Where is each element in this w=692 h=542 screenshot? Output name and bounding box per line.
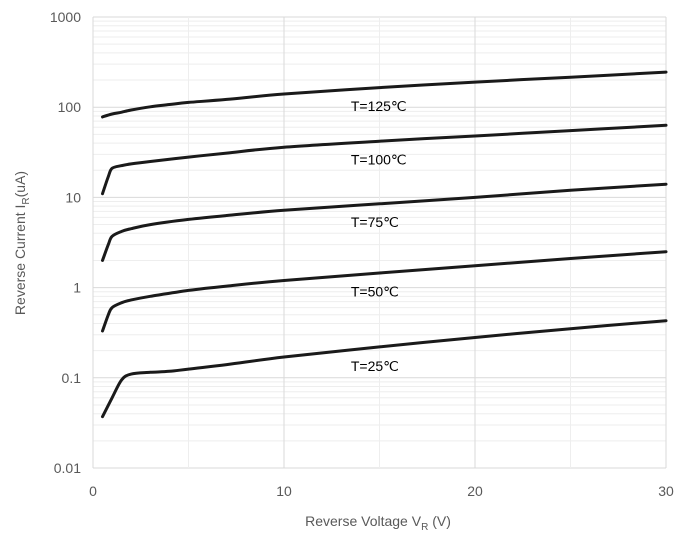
y-tick-label: 100 bbox=[58, 99, 82, 115]
x-tick-label: 10 bbox=[276, 483, 292, 499]
series-label: T=50℃ bbox=[351, 284, 399, 300]
x-tick-label: 30 bbox=[658, 483, 674, 499]
series-line bbox=[101, 250, 668, 333]
x-tick-labels: 0 10 20 30 bbox=[89, 483, 674, 499]
series-line bbox=[101, 123, 668, 196]
y-tick-label: 10 bbox=[65, 189, 81, 205]
x-tick-label: 20 bbox=[467, 483, 483, 499]
y-tick-label: 1 bbox=[73, 280, 81, 296]
grid bbox=[92, 16, 667, 469]
y-tick-label: 0.01 bbox=[54, 460, 81, 476]
series-line bbox=[101, 319, 668, 419]
x-axis-title: Reverse Voltage VR (V) bbox=[305, 513, 451, 533]
series-line bbox=[101, 182, 668, 262]
y-tick-label: 0.1 bbox=[62, 370, 82, 386]
series-line bbox=[101, 70, 668, 119]
series-label: T=25℃ bbox=[351, 358, 399, 374]
series-labels: T=125℃ T=100℃ T=75℃ T=50℃ T=25℃ bbox=[351, 98, 407, 374]
x-tick-label: 0 bbox=[89, 483, 97, 499]
y-tick-label: 1000 bbox=[50, 9, 81, 25]
series-label: T=75℃ bbox=[351, 214, 399, 230]
y-tick-labels: 0.01 0.1 1 10 100 1000 bbox=[50, 9, 81, 476]
series-label: T=100℃ bbox=[351, 151, 407, 167]
series-label: T=125℃ bbox=[351, 98, 407, 114]
y-axis-title: Reverse Current IR(uA) bbox=[12, 171, 32, 315]
curves bbox=[101, 70, 668, 419]
